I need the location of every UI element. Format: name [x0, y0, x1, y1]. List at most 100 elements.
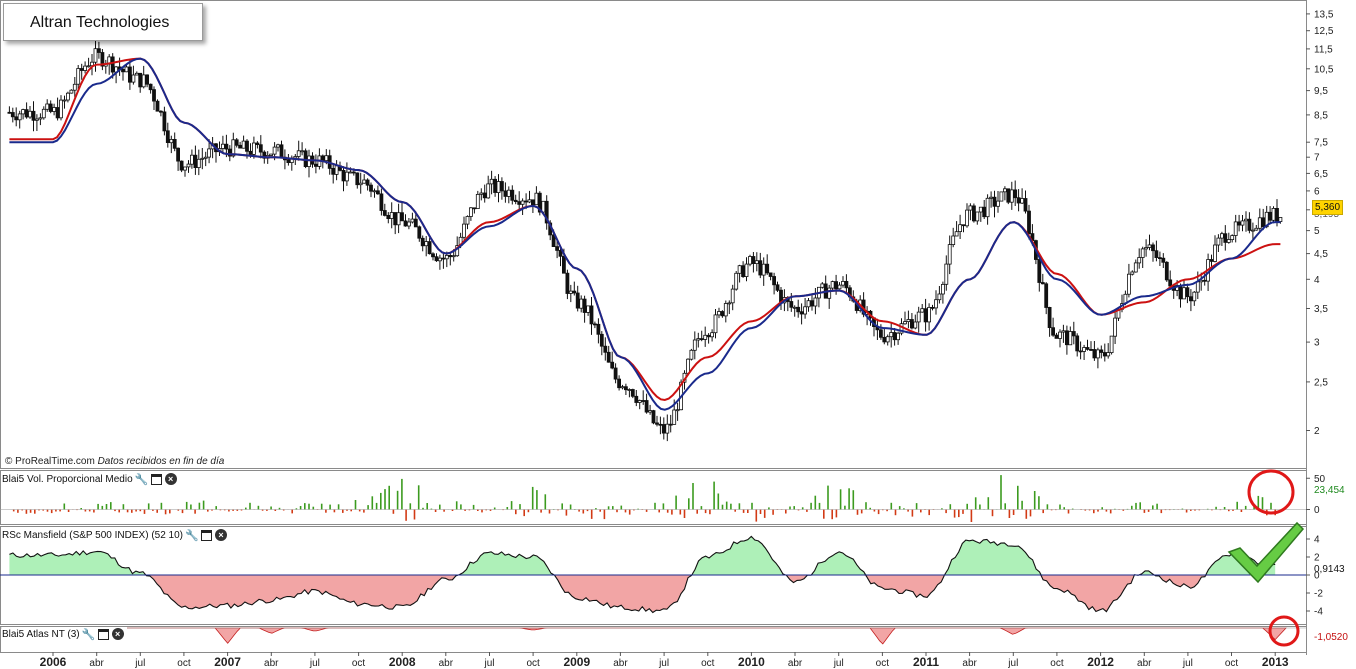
price-candle: [562, 255, 566, 274]
price-candle: [493, 178, 498, 193]
close-icon[interactable]: ×: [111, 628, 124, 640]
window-icon[interactable]: [150, 473, 162, 485]
instrument-title: Altran Technologies: [30, 14, 170, 31]
price-candle: [1065, 330, 1069, 346]
price-candle: [389, 212, 394, 219]
price-candle: [48, 103, 53, 112]
price-candle: [45, 103, 50, 110]
wrench-icon[interactable]: 🔧: [134, 473, 149, 486]
price-candle: [661, 424, 666, 434]
x-tick-label: jul: [658, 658, 669, 669]
atlas-indicator-name: Blai5 Atlas NT (3): [2, 628, 80, 640]
price-candle: [431, 253, 435, 258]
price-candle: [1247, 218, 1252, 231]
price-y-tick-label: 7,5: [1314, 138, 1328, 149]
x-tick-label: 2011: [913, 655, 939, 669]
price-y-tick-label: 6,5: [1314, 169, 1328, 180]
close-icon[interactable]: ×: [215, 529, 228, 541]
price-y-tick-label: 4,5: [1314, 249, 1328, 260]
price-candle: [655, 422, 659, 425]
price-candle: [1244, 218, 1248, 222]
current-price-label: 5,360: [1315, 202, 1341, 213]
price-candle: [7, 111, 12, 114]
rs-y-tick-label: -4: [1314, 607, 1323, 618]
price-candle: [386, 214, 391, 219]
price-candle: [517, 201, 522, 205]
price-candle: [141, 74, 146, 88]
price-candle: [59, 99, 63, 119]
price-candle: [1158, 257, 1162, 260]
price-candle: [293, 156, 298, 159]
price-candle: [1109, 335, 1114, 354]
x-tick-label: 2013: [1262, 655, 1289, 669]
price-candle: [737, 265, 742, 274]
wrench-icon[interactable]: 🔧: [81, 628, 96, 641]
window-icon[interactable]: [97, 628, 109, 640]
price-y-tick-label: 3: [1314, 338, 1320, 349]
atlas-panel[interactable]: [0, 627, 1306, 645]
price-candle: [1037, 259, 1042, 283]
price-y-tick-label: 6: [1314, 186, 1320, 197]
price-candle: [1061, 330, 1066, 333]
price-candle: [148, 83, 153, 91]
rs-y-tick-label: -2: [1314, 589, 1323, 600]
price-candle: [441, 257, 446, 260]
price-candle: [599, 333, 604, 347]
price-candle: [799, 311, 804, 315]
price-candle: [1003, 188, 1007, 193]
price-candle: [448, 254, 453, 258]
price-y-tick-label: 5: [1314, 226, 1320, 237]
atlas-panel-header: Blai5 Atlas NT (3) 🔧 ×: [2, 627, 127, 641]
wrench-icon[interactable]: 🔧: [185, 529, 199, 542]
price-candle: [400, 212, 404, 222]
price-candle: [903, 321, 907, 325]
price-y-tick-label: 10,5: [1314, 64, 1334, 75]
x-tick-label: oct: [1050, 658, 1064, 669]
price-candle: [462, 223, 466, 238]
price-y-tick-label: 8,5: [1314, 110, 1328, 121]
price-candle: [1089, 348, 1093, 351]
price-candle: [723, 303, 728, 317]
price-candle: [248, 150, 253, 155]
price-candle: [910, 319, 914, 329]
x-tick-label: jul: [309, 658, 320, 669]
price-candle: [1068, 331, 1073, 346]
price-candle: [358, 182, 363, 186]
price-candle: [1275, 207, 1279, 222]
price-candle: [568, 290, 573, 294]
price-candle: [558, 249, 563, 257]
price-candle: [179, 160, 184, 171]
price-candle: [713, 314, 718, 334]
price-candle: [596, 323, 601, 335]
atlas-value-tag: -1,0520: [1312, 631, 1350, 644]
price-candle: [1195, 281, 1200, 293]
price-candle: [648, 410, 652, 413]
price-candle: [751, 256, 756, 264]
price-candle: [1051, 327, 1055, 336]
price-candle: [1027, 210, 1031, 235]
x-tick-label: 2010: [738, 655, 765, 669]
price-candle: [479, 192, 484, 195]
price-panel[interactable]: [7, 38, 1283, 442]
price-candle: [1102, 352, 1107, 357]
price-candle: [644, 400, 649, 413]
rs-mansfield-panel[interactable]: [0, 535, 1306, 614]
price-candle: [234, 139, 239, 146]
price-candle: [954, 231, 959, 237]
price-candle: [331, 167, 336, 175]
price-candle: [1047, 306, 1052, 328]
price-candle: [172, 138, 177, 149]
volume-panel[interactable]: [0, 475, 1306, 522]
price-candle: [541, 200, 546, 213]
window-icon[interactable]: [201, 529, 213, 541]
close-icon[interactable]: ×: [164, 473, 177, 485]
price-candle: [1127, 273, 1131, 295]
price-candle: [66, 92, 70, 101]
price-candle: [630, 389, 635, 397]
price-candle: [575, 292, 580, 309]
price-candle: [355, 172, 360, 186]
price-candle: [706, 334, 711, 338]
price-candle: [641, 400, 646, 402]
price-candle: [17, 113, 22, 121]
price-candle: [320, 155, 325, 161]
